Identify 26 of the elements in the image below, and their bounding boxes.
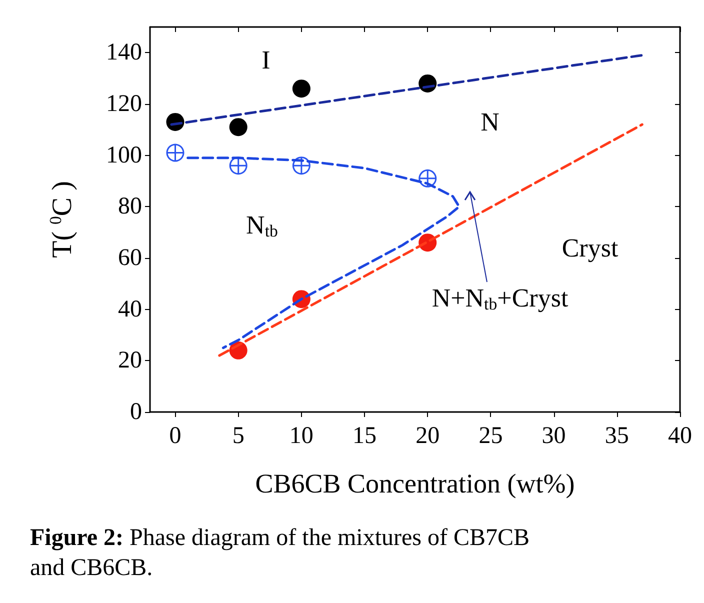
point [166, 144, 184, 162]
x-tick-label: 10 [289, 423, 314, 449]
point [292, 80, 310, 98]
y-tick-label: 140 [106, 40, 142, 66]
x-tick-label: 40 [668, 423, 692, 449]
annotation: I [262, 46, 270, 74]
point [229, 118, 248, 136]
y-tick-label: 0 [130, 399, 142, 425]
y-axis-title: T( 0C ) [46, 181, 78, 258]
x-tick-label: 35 [604, 423, 629, 449]
x-tick-label: 30 [542, 423, 566, 449]
y-tick-label: 20 [118, 348, 142, 374]
x-tick-label: 0 [169, 423, 182, 449]
y-tick-label: 80 [118, 194, 142, 220]
x-tick-label: 15 [352, 423, 377, 449]
y-tick-label: 100 [106, 142, 142, 168]
x-tick-label: 5 [232, 423, 244, 449]
x-tick-label: 20 [416, 423, 440, 449]
x-axis-title: CB6CB Concentration (wt%) [255, 468, 575, 498]
annotation: N [480, 108, 500, 136]
y-tick-label: 60 [118, 245, 142, 271]
y-tick-label: 120 [106, 91, 142, 117]
annotation: Cryst [562, 234, 619, 262]
y-tick-label: 40 [118, 296, 142, 322]
caption: Figure 2: Phase diagram of the mixtures of CB7CB and CB6CB. [30, 524, 530, 583]
x-tick-label: 25 [478, 423, 503, 449]
